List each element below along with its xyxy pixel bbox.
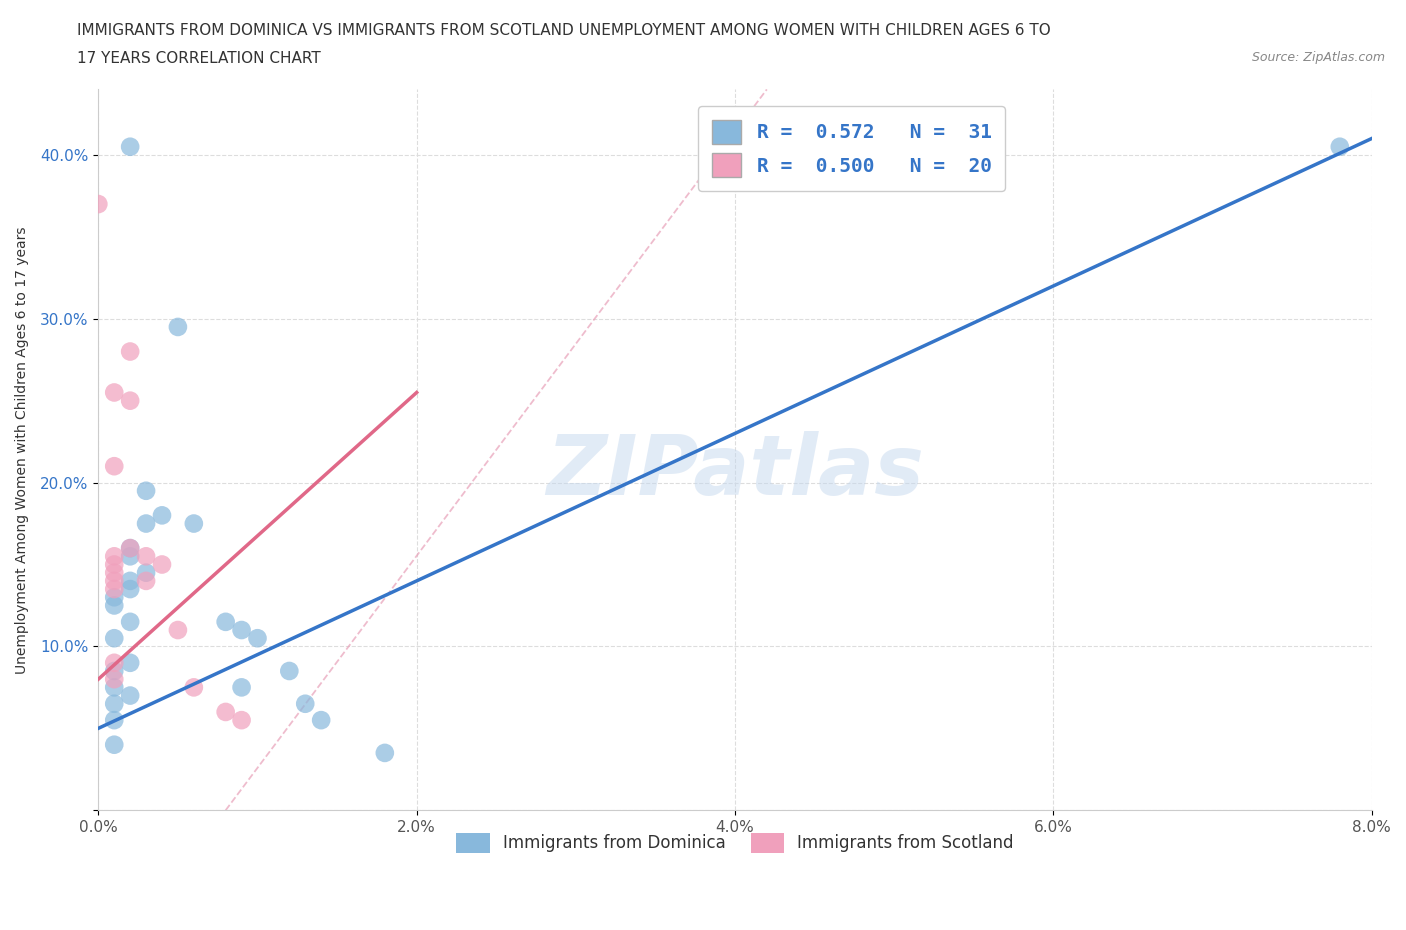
Point bbox=[120, 393, 142, 408]
Point bbox=[135, 484, 157, 498]
Point bbox=[294, 697, 316, 711]
Text: IMMIGRANTS FROM DOMINICA VS IMMIGRANTS FROM SCOTLAND UNEMPLOYMENT AMONG WOMEN WI: IMMIGRANTS FROM DOMINICA VS IMMIGRANTS F… bbox=[77, 23, 1052, 38]
Point bbox=[103, 598, 125, 613]
Point bbox=[120, 574, 142, 589]
Point bbox=[103, 671, 125, 686]
Point bbox=[135, 565, 157, 580]
Point bbox=[120, 688, 142, 703]
Text: Source: ZipAtlas.com: Source: ZipAtlas.com bbox=[1251, 51, 1385, 64]
Point bbox=[103, 549, 125, 564]
Point bbox=[135, 516, 157, 531]
Point bbox=[231, 622, 253, 637]
Point bbox=[374, 746, 396, 761]
Point bbox=[103, 581, 125, 596]
Point bbox=[1329, 140, 1351, 154]
Point bbox=[120, 549, 142, 564]
Point bbox=[103, 574, 125, 589]
Point bbox=[214, 615, 236, 630]
Point bbox=[103, 557, 125, 572]
Point bbox=[103, 697, 125, 711]
Point bbox=[231, 680, 253, 695]
Point bbox=[103, 663, 125, 678]
Point bbox=[103, 385, 125, 400]
Point bbox=[103, 631, 125, 645]
Text: ZIPatlas: ZIPatlas bbox=[546, 431, 924, 512]
Point bbox=[150, 557, 173, 572]
Point bbox=[183, 680, 205, 695]
Point bbox=[135, 549, 157, 564]
Point bbox=[120, 140, 142, 154]
Point bbox=[103, 712, 125, 727]
Point bbox=[167, 622, 190, 637]
Point bbox=[120, 656, 142, 671]
Point bbox=[103, 458, 125, 473]
Point bbox=[278, 663, 301, 678]
Point bbox=[167, 320, 190, 335]
Point bbox=[103, 656, 125, 671]
Y-axis label: Unemployment Among Women with Children Ages 6 to 17 years: Unemployment Among Women with Children A… bbox=[15, 226, 30, 673]
Point bbox=[103, 737, 125, 752]
Point bbox=[87, 196, 110, 211]
Point bbox=[135, 574, 157, 589]
Point bbox=[120, 540, 142, 555]
Point bbox=[103, 565, 125, 580]
Point bbox=[120, 540, 142, 555]
Point bbox=[309, 712, 332, 727]
Point bbox=[103, 680, 125, 695]
Point bbox=[150, 508, 173, 523]
Point bbox=[120, 344, 142, 359]
Point bbox=[246, 631, 269, 645]
Point bbox=[214, 705, 236, 720]
Point bbox=[103, 590, 125, 604]
Legend: Immigrants from Dominica, Immigrants from Scotland: Immigrants from Dominica, Immigrants fro… bbox=[450, 826, 1021, 859]
Point bbox=[231, 712, 253, 727]
Point bbox=[120, 615, 142, 630]
Point bbox=[183, 516, 205, 531]
Point bbox=[120, 581, 142, 596]
Text: 17 YEARS CORRELATION CHART: 17 YEARS CORRELATION CHART bbox=[77, 51, 321, 66]
